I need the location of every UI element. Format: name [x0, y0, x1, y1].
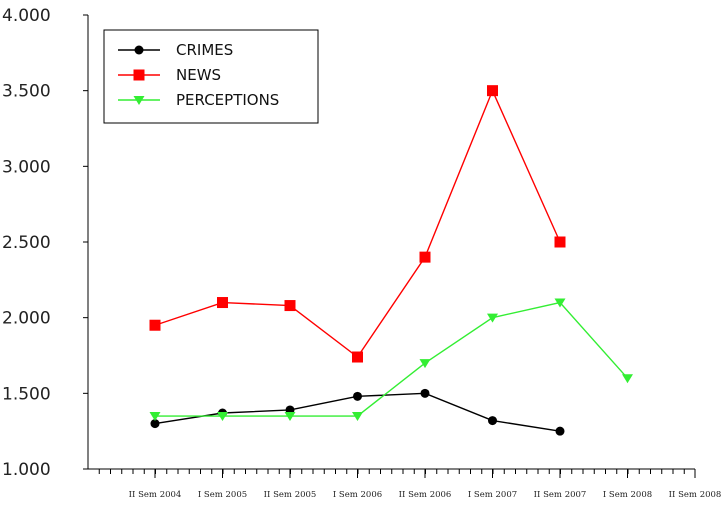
legend: CRIMES NEWS PERCEPTIONS	[103, 29, 319, 124]
data-point-news	[217, 297, 228, 309]
series-line-news	[154, 88, 561, 359]
legend-marker-crimes	[134, 45, 144, 55]
x-tick-label: I Sem 2006	[333, 490, 382, 500]
data-point-perceptions	[217, 412, 228, 422]
y-tick-label: 3.000	[2, 157, 51, 177]
x-tick-label: I Sem 2008	[603, 490, 652, 500]
data-point-news	[487, 85, 498, 97]
legend-label-news: NEWS	[176, 66, 221, 84]
data-point-crimes	[353, 391, 362, 401]
y-tick-labels: 1.000 1.500 2.000 2.500 3.000 3.500 4.000	[2, 6, 51, 480]
legend-label-crimes: CRIMES	[176, 41, 233, 59]
data-point-news	[352, 351, 363, 363]
series-news	[149, 85, 566, 363]
data-point-news	[419, 251, 431, 263]
data-point-news	[149, 319, 161, 331]
data-point-crimes	[555, 426, 565, 436]
legend-label-perceptions: PERCEPTIONS	[176, 91, 279, 109]
data-point-perceptions	[487, 313, 498, 323]
data-point-crimes	[150, 419, 160, 429]
y-tick-label: 1.000	[2, 460, 51, 480]
data-point-perceptions	[352, 412, 363, 422]
data-point-perceptions	[284, 412, 296, 422]
y-tick-label: 2.000	[2, 309, 51, 329]
series-line-perceptions	[155, 301, 629, 417]
data-point-perceptions	[149, 412, 161, 422]
axes	[83, 14, 696, 478]
legend-marker-news	[133, 69, 145, 81]
data-point-perceptions	[622, 374, 633, 384]
x-tick-label: II Sem 2004	[129, 490, 182, 500]
data-point-perceptions	[554, 298, 566, 308]
x-tick-label: II Sem 2008	[669, 490, 722, 500]
data-point-news	[284, 300, 296, 312]
data-point-news	[554, 236, 566, 248]
legend-marker-perceptions	[133, 96, 145, 105]
x-tick-label: I Sem 2007	[468, 490, 517, 500]
y-tick-label: 2.500	[2, 233, 51, 253]
y-tick-label: 3.500	[2, 82, 51, 102]
series-group	[149, 85, 633, 436]
x-tick-labels: II Sem 2004 I Sem 2005 II Sem 2005 I Sem 20…	[129, 490, 722, 500]
y-tick-label: 4.000	[2, 6, 51, 26]
y-tick-label: 1.500	[2, 384, 51, 404]
data-point-crimes	[488, 416, 497, 426]
x-tick-label: II Sem 2006	[399, 490, 452, 500]
data-point-perceptions	[419, 359, 431, 369]
x-tick-label: II Sem 2005	[264, 490, 317, 500]
data-point-crimes	[420, 388, 430, 398]
x-tick-label: I Sem 2005	[198, 490, 247, 500]
series-perceptions	[149, 298, 633, 422]
x-tick-label: II Sem 2007	[534, 490, 587, 500]
